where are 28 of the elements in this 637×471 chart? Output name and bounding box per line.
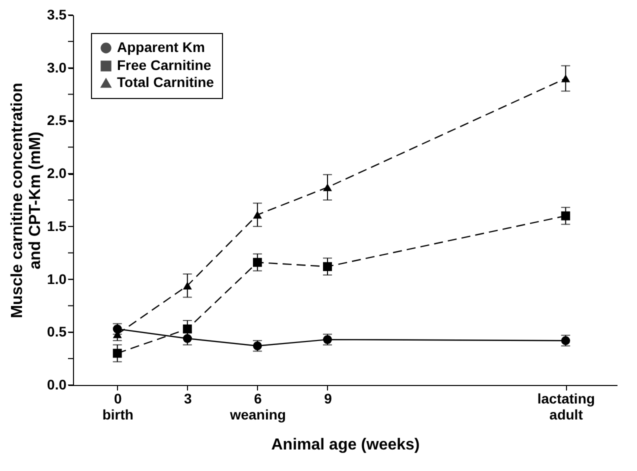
point [252,210,262,219]
x-tick-label: 0 birth [102,390,134,422]
x-tick-label: 6 weaning [228,390,286,422]
point [252,258,262,267]
point [323,262,332,272]
legend-label: Free Carnitine [117,57,212,73]
y-tick-label: 1.0 [47,270,67,287]
y-axis-title: Muscle carnitine concentration and CPT-Km (mM) [9,82,44,318]
x-tick-label: lactating adult [537,390,595,422]
point [182,324,192,334]
point [182,334,192,343]
point [182,282,192,290]
point [561,74,570,82]
y-tick-label: 3.0 [47,59,67,76]
legend-label: Total Carnitine [117,74,214,90]
y-tick-label: 0.0 [47,376,67,392]
x-tick-label: 3 [184,390,192,406]
y-tick-label: 2.0 [47,165,67,182]
point [112,348,122,358]
y-tick-label: 1.5 [47,218,67,234]
x-tick-label: 9 [324,390,332,406]
x-axis-title: Animal age (weeks) [271,436,420,454]
point [561,211,570,220]
y-tick-label: 3.5 [47,6,67,22]
legend-label: Apparent Km [117,39,205,55]
y-tick-label: 0.5 [47,324,67,340]
point [323,183,332,192]
y-tick-label: 2.5 [47,112,67,128]
